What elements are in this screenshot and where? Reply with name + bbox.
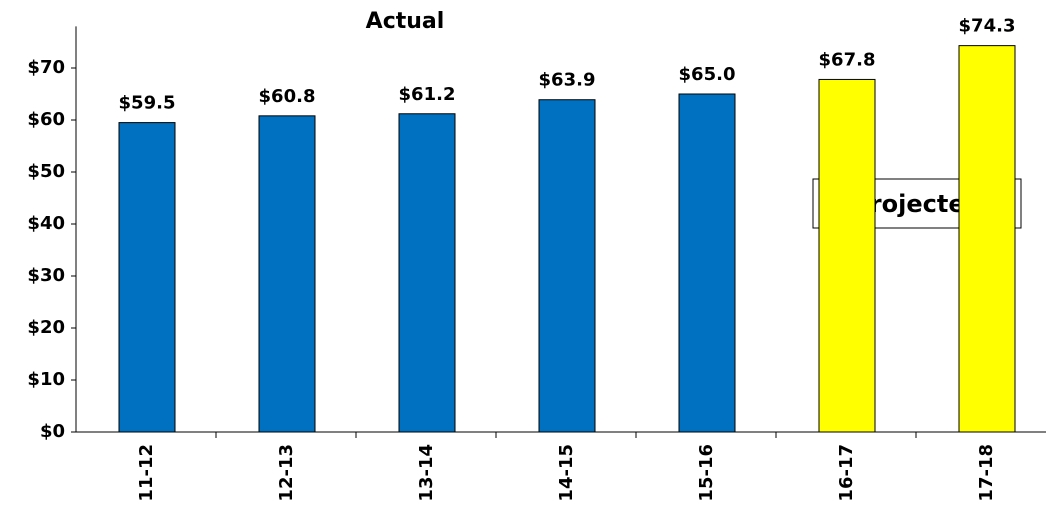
value-label: $63.9 (539, 70, 596, 91)
x-tick-label: 13-14 (416, 444, 437, 502)
x-tick-label: 14-15 (556, 444, 577, 502)
y-tick-label: $10 (27, 369, 65, 390)
value-label: $60.8 (259, 86, 316, 107)
y-tick-label: $20 (27, 317, 65, 338)
bar (258, 115, 316, 433)
annotation: Actual (366, 9, 445, 34)
value-label: $59.5 (119, 93, 176, 114)
value-label: $61.2 (399, 84, 456, 105)
x-tick-label: 11-12 (136, 444, 157, 502)
bar (538, 99, 596, 433)
y-tick-label: $30 (27, 265, 65, 286)
x-tick-label: 12-13 (276, 444, 297, 502)
x-tick-label: 16-17 (836, 444, 857, 502)
bar (818, 78, 876, 433)
value-label: $74.3 (959, 16, 1016, 37)
x-tick-label: 17-18 (976, 444, 997, 502)
y-tick-label: $0 (40, 421, 65, 442)
y-tick-label: $70 (27, 57, 65, 78)
x-tick-label: 15-16 (696, 444, 717, 502)
y-tick-label: $40 (27, 213, 65, 234)
y-tick-label: $50 (27, 161, 65, 182)
bar (398, 113, 456, 433)
value-label: $65.0 (679, 64, 736, 85)
y-tick-label: $60 (27, 109, 65, 130)
bar (958, 45, 1016, 433)
bar (678, 93, 736, 433)
bar (118, 122, 176, 433)
value-label: $67.8 (819, 49, 876, 70)
